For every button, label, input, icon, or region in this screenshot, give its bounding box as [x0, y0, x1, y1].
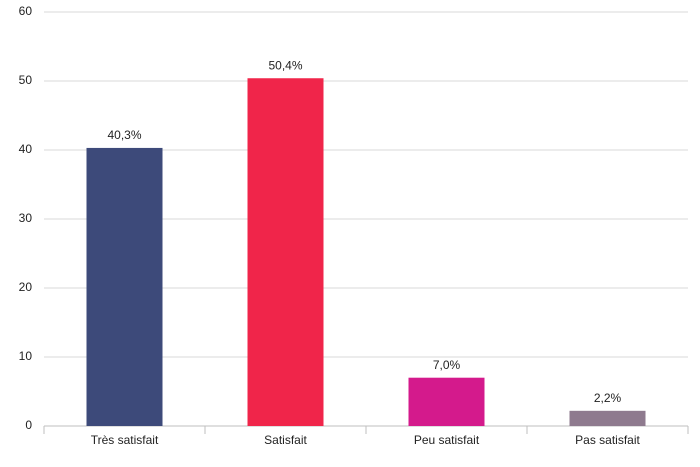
y-tick-label: 10	[19, 349, 33, 363]
value-label: 50,4%	[268, 58, 302, 72]
y-tick-label: 60	[19, 4, 33, 18]
y-tick-label: 40	[19, 142, 33, 156]
bar	[569, 410, 646, 426]
y-tick-label: 50	[19, 73, 33, 87]
y-tick-label: 30	[19, 211, 33, 225]
bar	[408, 377, 485, 426]
value-label: 7,0%	[433, 358, 461, 372]
y-tick-label: 20	[19, 280, 33, 294]
value-label: 40,3%	[107, 128, 141, 142]
value-label: 2,2%	[594, 391, 622, 405]
x-tick-label: Pas satisfait	[575, 433, 640, 447]
bar	[86, 147, 163, 426]
y-tick-label: 0	[25, 418, 32, 432]
x-tick-label: Satisfait	[264, 433, 307, 447]
x-tick-label: Très satisfait	[91, 433, 159, 447]
bar	[247, 78, 324, 427]
x-tick-label: Peu satisfait	[414, 433, 480, 447]
